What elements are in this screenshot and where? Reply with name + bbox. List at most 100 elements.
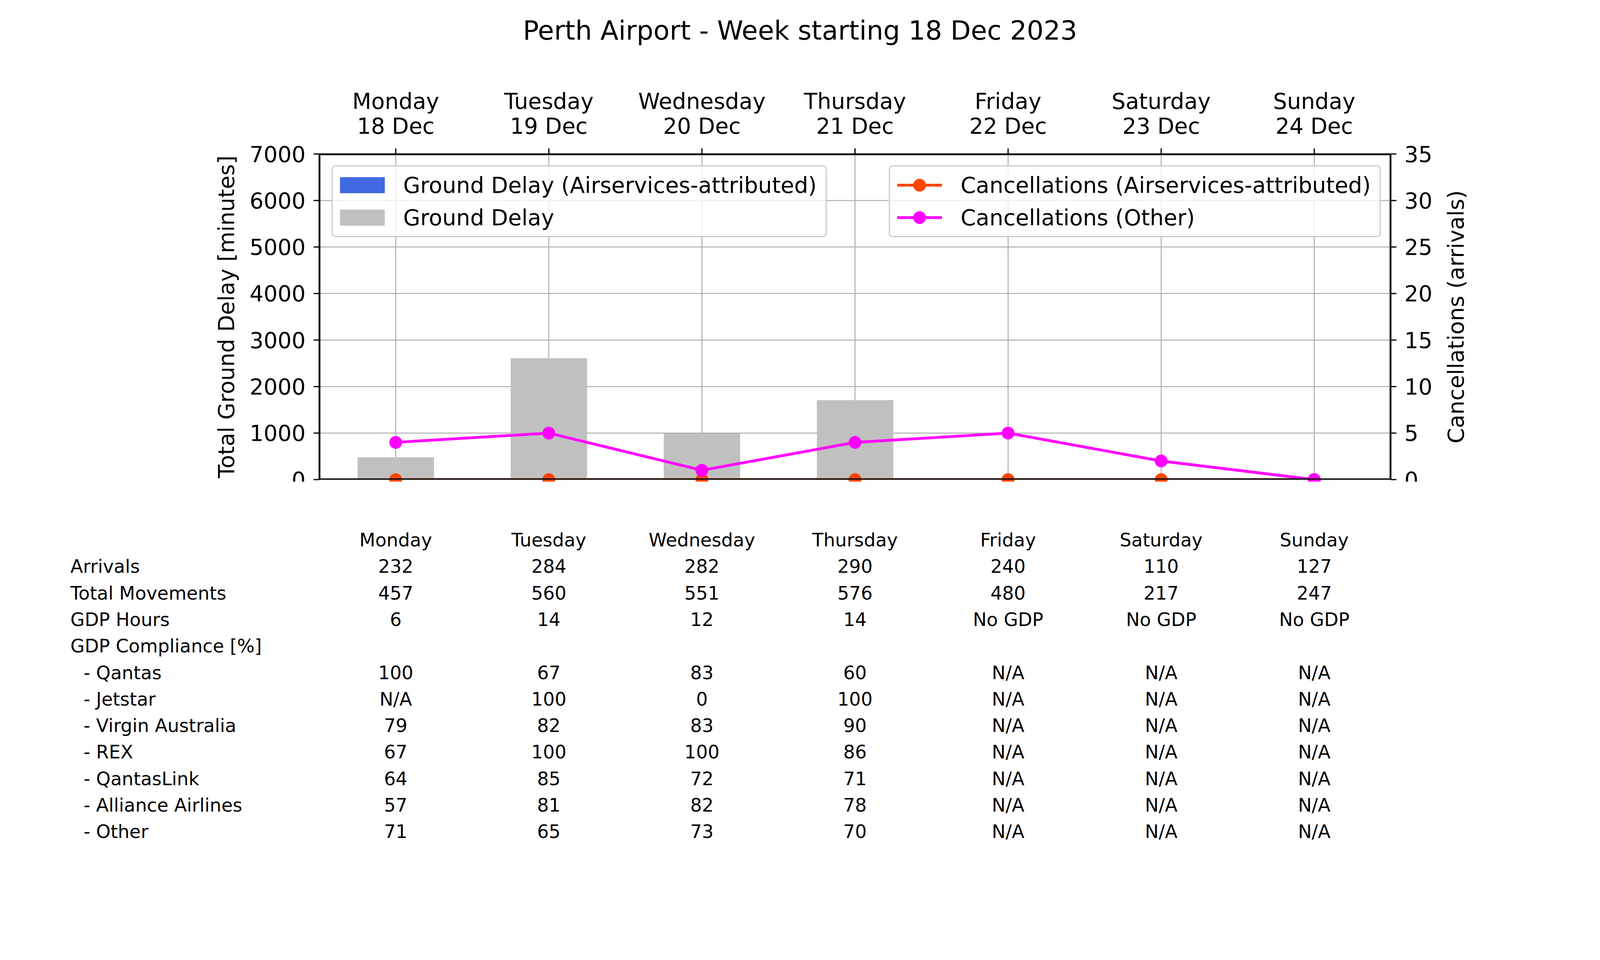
html-text:- Other: - Other <box>83 820 149 843</box>
html-text:N/A: N/A <box>1297 661 1331 684</box>
html-text:72: 72 <box>690 767 714 790</box>
html-text:Cancellations (arrivals): Cancellations (arrivals) <box>1443 190 1469 444</box>
svg-text:1000: 1000 <box>249 420 306 446</box>
html-text:N/A: N/A <box>1297 688 1331 710</box>
html-text:83: 83 <box>690 714 714 737</box>
html-text:12: 12 <box>690 608 714 631</box>
html-text:551: 551 <box>684 582 720 604</box>
html-text:N/A: N/A <box>379 688 412 710</box>
svg-text:Saturday23 Dec: Saturday23 Dec <box>1111 88 1211 139</box>
html-text:No GDP: No GDP <box>1125 608 1197 631</box>
html-text:290: 290 <box>837 555 873 578</box>
html-text:No GDP: No GDP <box>972 608 1044 631</box>
html-text:- Qantas: - Qantas <box>83 661 162 684</box>
svg-text:Monday18 Dec: Monday18 Dec <box>352 88 440 139</box>
svg-text:3000: 3000 <box>249 327 306 354</box>
svg-text:2000: 2000 <box>249 374 306 400</box>
html-text:N/A: N/A <box>991 714 1025 737</box>
svg-text:7000: 7000 <box>249 141 306 168</box>
html-text:N/A: N/A <box>991 820 1025 843</box>
html-text:110: 110 <box>1143 555 1179 578</box>
svg-text:Sunday24 Dec: Sunday24 Dec <box>1273 88 1356 139</box>
html-text:Ground Delay (Airservices-attr: Ground Delay (Airservices-attributed) <box>403 172 817 198</box>
svg-text:10: 10 <box>1404 374 1433 400</box>
svg-text:6000: 6000 <box>249 188 306 214</box>
html-text:N/A: N/A <box>1144 820 1178 843</box>
svg-text:4000: 4000 <box>249 280 306 307</box>
svg-text:25: 25 <box>1404 234 1433 260</box>
svg-text:Friday22 Dec: Friday22 Dec <box>969 88 1047 139</box>
html-text:Total Movements: Total Movements <box>70 582 227 604</box>
html-text:N/A: N/A <box>991 688 1025 710</box>
html-text:127: 127 <box>1296 555 1332 578</box>
html-text:70: 70 <box>843 820 867 843</box>
html-text:217: 217 <box>1143 582 1179 604</box>
html-text:83: 83 <box>690 661 714 684</box>
html-text:N/A: N/A <box>1144 767 1178 790</box>
html-text:Perth Airport - Week starting: Perth Airport - Week starting 18 Dec 202… <box>522 15 1078 46</box>
html-text:GDP Hours: GDP Hours <box>70 608 170 631</box>
html-text:71: 71 <box>843 767 867 790</box>
html-text:71: 71 <box>384 820 408 843</box>
html-text:282: 282 <box>684 555 720 578</box>
html-text:67: 67 <box>537 661 561 684</box>
html-text:N/A: N/A <box>1144 714 1178 737</box>
html-text:N/A: N/A <box>1297 820 1331 843</box>
html-text:No GDP: No GDP <box>1279 608 1350 631</box>
html-text:65: 65 <box>537 820 561 843</box>
html-text:Ground Delay: Ground Delay <box>403 204 555 231</box>
html-text:N/A: N/A <box>1144 661 1178 684</box>
html-text:Sunday: Sunday <box>1279 529 1349 551</box>
html-text:85: 85 <box>537 767 561 790</box>
html-text:90: 90 <box>843 714 867 737</box>
html-text:- Virgin Australia: - Virgin Australia <box>83 714 237 737</box>
html-text:N/A: N/A <box>1144 688 1178 710</box>
html-text:Wednesday: Wednesday <box>648 529 756 551</box>
html-text:284: 284 <box>531 555 567 578</box>
html-text:100: 100 <box>531 688 567 710</box>
svg-text:30: 30 <box>1404 188 1433 214</box>
svg-text:0: 0 <box>291 467 306 482</box>
html-text:N/A: N/A <box>1297 714 1331 737</box>
html-text:247: 247 <box>1296 582 1332 604</box>
svg-text:5: 5 <box>1404 420 1419 446</box>
html-text:82: 82 <box>537 714 561 737</box>
html-text:14: 14 <box>843 608 867 631</box>
html-text:Cancellations (Airservices-att: Cancellations (Airservices-attributed) <box>960 172 1371 198</box>
html-text:N/A: N/A <box>991 767 1025 790</box>
html-text:- QantasLink: - QantasLink <box>83 767 200 790</box>
html-text:480: 480 <box>990 582 1026 604</box>
svg-text:35: 35 <box>1404 141 1433 168</box>
html-text:14: 14 <box>537 608 561 631</box>
html-text:N/A: N/A <box>991 661 1025 684</box>
html-text:Monday: Monday <box>359 529 433 551</box>
html-text:- Jetstar: - Jetstar <box>83 688 156 710</box>
html-text:Arrivals: Arrivals <box>70 555 140 578</box>
html-text:79: 79 <box>384 714 408 737</box>
html-text:560: 560 <box>531 582 567 604</box>
html-text:Tuesday: Tuesday <box>511 529 587 551</box>
svg-text:Wednesday20 Dec: Wednesday20 Dec <box>638 88 766 139</box>
svg-text:5000: 5000 <box>249 234 306 260</box>
html-text:Total Ground Delay [minutes]: Total Ground Delay [minutes] <box>213 155 239 479</box>
html-text:100: 100 <box>837 688 873 710</box>
html-text:64: 64 <box>384 767 408 790</box>
html-text:GDP Compliance [%]: GDP Compliance [%] <box>70 635 262 657</box>
html-text:Saturday: Saturday <box>1119 529 1203 551</box>
html-text:Friday: Friday <box>980 529 1036 551</box>
html-text:73: 73 <box>690 820 714 843</box>
html-text:232: 232 <box>378 555 414 578</box>
html-text:60: 60 <box>843 661 867 684</box>
html-text:100: 100 <box>378 661 414 684</box>
html-text:576: 576 <box>837 582 873 604</box>
html-text:Cancellations (Other): Cancellations (Other) <box>960 204 1195 231</box>
html-text:Thursday: Thursday <box>812 529 898 551</box>
svg-text:15: 15 <box>1404 327 1433 354</box>
svg-text:20: 20 <box>1404 280 1433 307</box>
html-text:457: 457 <box>378 582 414 604</box>
html-text:240: 240 <box>990 555 1026 578</box>
svg-text:Thursday21 Dec: Thursday21 Dec <box>803 88 907 139</box>
svg-text:0: 0 <box>1404 467 1419 482</box>
svg-text:Tuesday19 Dec: Tuesday19 Dec <box>503 88 594 139</box>
html-text:N/A: N/A <box>1297 767 1331 790</box>
